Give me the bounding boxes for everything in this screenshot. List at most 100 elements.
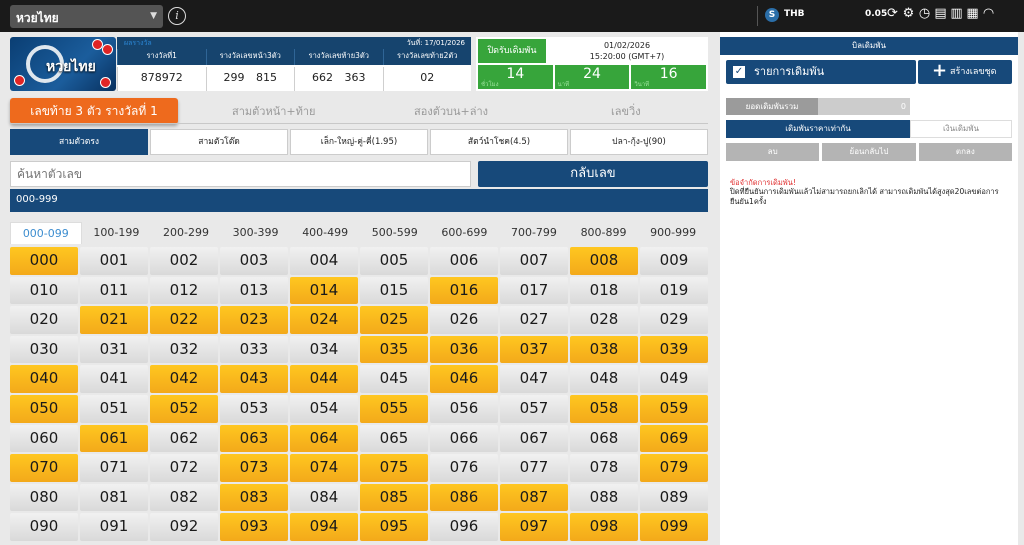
number-cell[interactable]: 079	[640, 454, 708, 482]
number-cell[interactable]: 012	[150, 276, 218, 305]
number-cell[interactable]: 085	[360, 483, 428, 512]
number-cell[interactable]: 098	[570, 513, 638, 541]
number-cell[interactable]: 094	[290, 513, 358, 541]
number-cell[interactable]: 009	[640, 247, 708, 275]
number-cell[interactable]: 072	[150, 454, 218, 482]
number-cell[interactable]: 068	[570, 424, 638, 453]
number-cell[interactable]: 022	[150, 306, 218, 334]
number-cell[interactable]: 027	[500, 306, 568, 334]
number-cell[interactable]: 000	[10, 247, 78, 275]
number-cell[interactable]: 014	[290, 276, 358, 305]
info-icon[interactable]: i	[168, 7, 186, 25]
number-cell[interactable]: 028	[570, 306, 638, 334]
number-cell[interactable]: 084	[290, 483, 358, 512]
number-cell[interactable]: 076	[430, 454, 498, 482]
reverse-number-button[interactable]: กลับเลข	[478, 161, 708, 187]
number-cell[interactable]: 065	[360, 424, 428, 453]
number-cell[interactable]: 062	[150, 424, 218, 453]
number-cell[interactable]: 031	[80, 335, 148, 364]
range-tab[interactable]: 700-799	[510, 226, 557, 239]
bet-list-toggle[interactable]: ✓ รายการเดิมพัน	[726, 60, 916, 84]
clipboard-icon[interactable]: ▥	[950, 6, 963, 21]
range-tab[interactable]: 000-099	[10, 222, 82, 244]
number-cell[interactable]: 032	[150, 335, 218, 364]
number-cell[interactable]: 066	[430, 424, 498, 453]
number-cell[interactable]: 001	[80, 247, 148, 275]
number-cell[interactable]: 063	[220, 424, 288, 453]
delete-button[interactable]: ลบ	[726, 143, 820, 161]
number-cell[interactable]: 041	[80, 365, 148, 393]
number-cell[interactable]: 004	[290, 247, 358, 275]
subtab-lucky-animal[interactable]: สัตว์นำโชค(4.5)	[430, 129, 568, 155]
subtab-three-straight[interactable]: สามตัวตรง	[10, 129, 148, 155]
document-icon[interactable]: ▤	[934, 6, 947, 21]
number-search-input[interactable]	[10, 161, 471, 187]
number-cell[interactable]: 033	[220, 335, 288, 364]
number-cell[interactable]: 093	[220, 513, 288, 541]
back-button[interactable]: ย้อนกลับไป	[822, 143, 916, 161]
bet-amount-input[interactable]: เงินเดิมพัน	[910, 120, 1012, 138]
number-cell[interactable]: 074	[290, 454, 358, 482]
number-cell[interactable]: 042	[150, 365, 218, 393]
range-tab[interactable]: 900-999	[650, 226, 697, 239]
number-cell[interactable]: 054	[290, 395, 358, 423]
number-cell[interactable]: 073	[220, 454, 288, 482]
number-cell[interactable]: 077	[500, 454, 568, 482]
number-cell[interactable]: 017	[500, 276, 568, 305]
number-cell[interactable]: 043	[220, 365, 288, 393]
number-cell[interactable]: 061	[80, 424, 148, 453]
tab-front-back-three[interactable]: สามตัวหน้า+ท้าย	[232, 105, 316, 118]
number-cell[interactable]: 010	[10, 276, 78, 305]
number-cell[interactable]: 059	[640, 395, 708, 423]
range-tab[interactable]: 500-599	[371, 226, 418, 239]
number-cell[interactable]: 029	[640, 306, 708, 334]
number-cell[interactable]: 023	[220, 306, 288, 334]
number-cell[interactable]: 011	[80, 276, 148, 305]
create-number-set-button[interactable]: + สร้างเลขชุด	[918, 60, 1012, 84]
number-cell[interactable]: 037	[500, 335, 568, 364]
number-cell[interactable]: 018	[570, 276, 638, 305]
number-cell[interactable]: 078	[570, 454, 638, 482]
number-cell[interactable]: 064	[290, 424, 358, 453]
number-cell[interactable]: 019	[640, 276, 708, 305]
number-cell[interactable]: 060	[10, 424, 78, 453]
history-icon[interactable]: ◷	[918, 6, 931, 21]
headset-icon[interactable]: ◠	[982, 6, 995, 21]
number-cell[interactable]: 036	[430, 335, 498, 364]
lottery-select[interactable]: หวยไทย ▼	[10, 5, 163, 28]
number-cell[interactable]: 038	[570, 335, 638, 364]
number-cell[interactable]: 083	[220, 483, 288, 512]
number-cell[interactable]: 045	[360, 365, 428, 393]
number-cell[interactable]: 046	[430, 365, 498, 393]
range-tab[interactable]: 300-399	[232, 226, 279, 239]
confirm-button[interactable]: ตกลง	[918, 143, 1012, 161]
number-cell[interactable]: 050	[10, 395, 78, 423]
number-cell[interactable]: 007	[500, 247, 568, 275]
subtab-fish-shrimp-crab[interactable]: ปลา-กุ้ง-ปู(90)	[570, 129, 708, 155]
number-cell[interactable]: 086	[430, 483, 498, 512]
number-cell[interactable]: 099	[640, 513, 708, 541]
number-cell[interactable]: 088	[570, 483, 638, 512]
number-cell[interactable]: 087	[500, 483, 568, 512]
number-cell[interactable]: 003	[220, 247, 288, 275]
range-tab[interactable]: 800-899	[580, 226, 627, 239]
number-cell[interactable]: 057	[500, 395, 568, 423]
number-cell[interactable]: 091	[80, 513, 148, 541]
number-cell[interactable]: 067	[500, 424, 568, 453]
range-tab[interactable]: 200-299	[163, 226, 209, 239]
range-tab[interactable]: 400-499	[302, 226, 349, 239]
refresh-icon[interactable]: ⟳	[887, 6, 898, 21]
number-cell[interactable]: 005	[360, 247, 428, 275]
number-cell[interactable]: 056	[430, 395, 498, 423]
range-tab[interactable]: 100-199	[93, 226, 140, 239]
number-cell[interactable]: 069	[640, 424, 708, 453]
number-cell[interactable]: 089	[640, 483, 708, 512]
number-cell[interactable]: 048	[570, 365, 638, 393]
range-tab[interactable]: 600-699	[441, 226, 488, 239]
number-cell[interactable]: 002	[150, 247, 218, 275]
number-cell[interactable]: 082	[150, 483, 218, 512]
number-cell[interactable]: 071	[80, 454, 148, 482]
number-cell[interactable]: 013	[220, 276, 288, 305]
checkbox-icon[interactable]: ✓	[733, 66, 745, 78]
number-cell[interactable]: 055	[360, 395, 428, 423]
